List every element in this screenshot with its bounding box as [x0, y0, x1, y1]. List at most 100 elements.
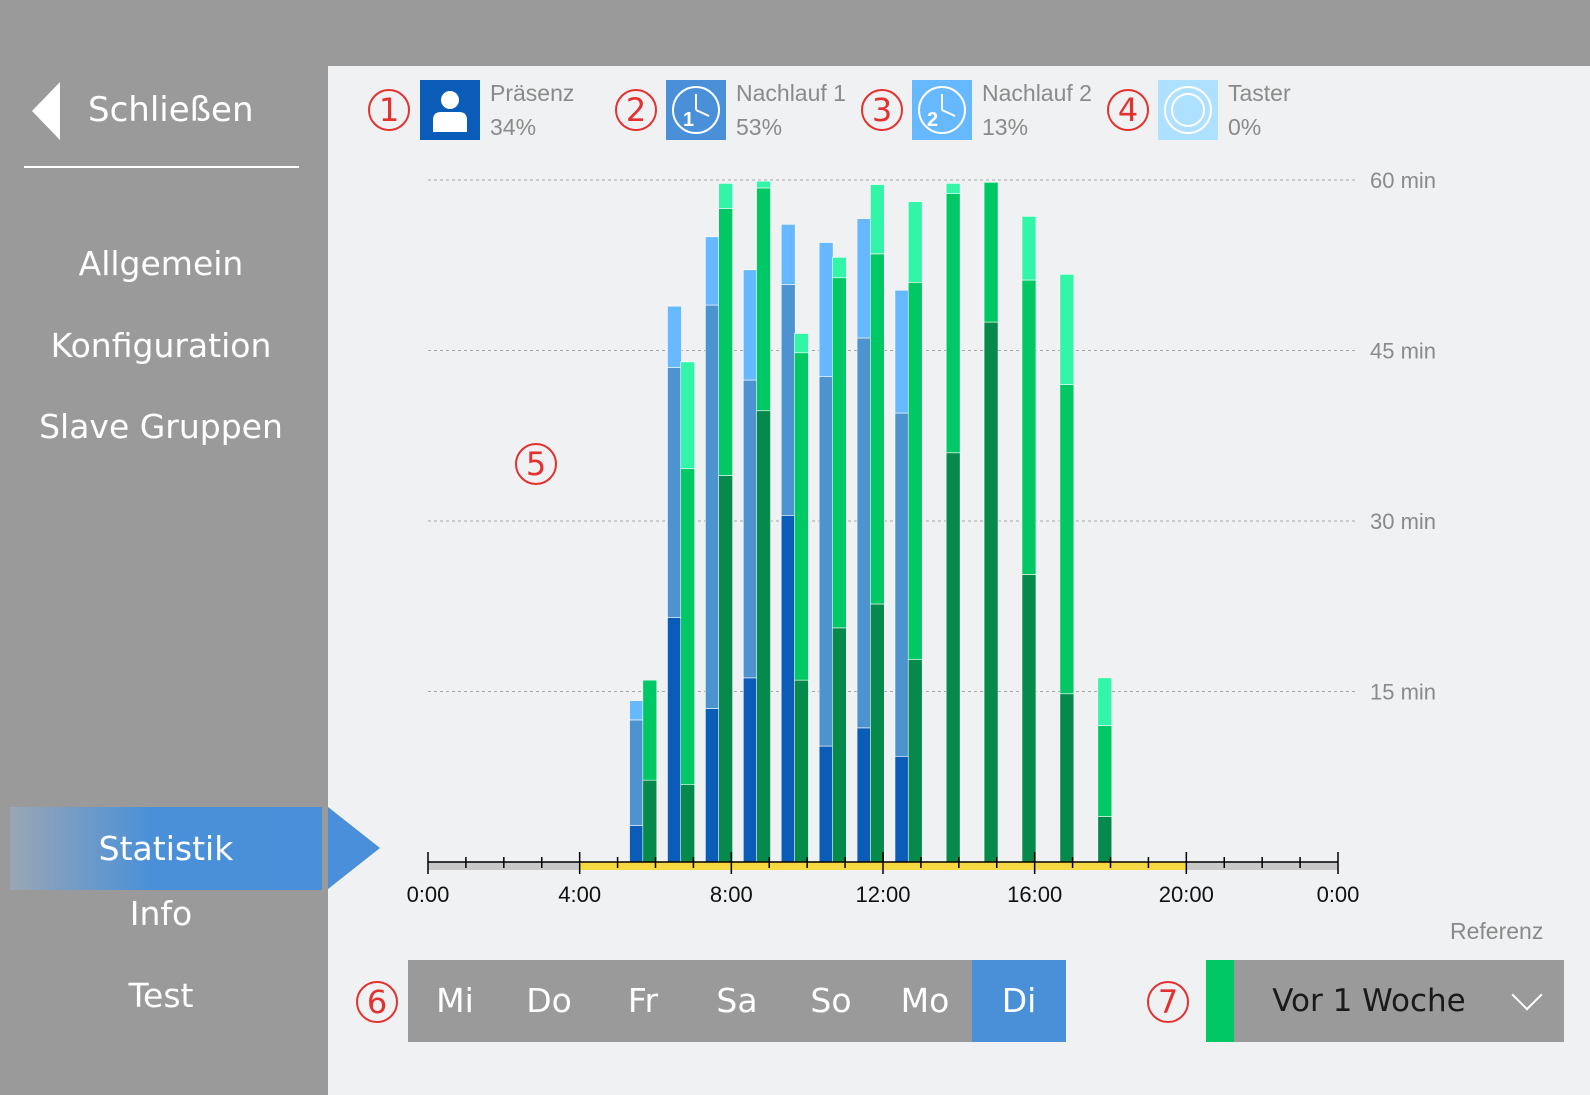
reference-dropdown[interactable]: Vor 1 Woche: [1206, 960, 1564, 1042]
bar-segment: [1021, 216, 1037, 281]
bar-segment: [945, 193, 961, 454]
day-tab-mi[interactable]: Mi: [436, 981, 474, 1020]
reference-value: Vor 1 Woche: [1272, 983, 1466, 1019]
button-icon: [1158, 80, 1218, 140]
sidebar-item-slave-gruppen[interactable]: Slave Gruppen: [39, 407, 283, 446]
bar-segment: [794, 333, 809, 354]
legend-name: Präsenz: [490, 80, 575, 106]
bar-segment: [856, 727, 872, 863]
x-tick-label: 16:00: [1007, 882, 1062, 907]
bar-segment: [1059, 274, 1075, 385]
bar-segment: [742, 269, 758, 381]
x-tick-label: 4:00: [558, 882, 601, 907]
back-arrow-icon: [32, 82, 60, 140]
day-tab-so[interactable]: So: [810, 981, 852, 1020]
close-label: Schließen: [88, 90, 254, 130]
annotation-marker-1: 1: [368, 89, 410, 131]
sidebar-item-statistik-active-bg: [10, 807, 322, 890]
bar-segment: [642, 679, 658, 781]
sidebar-item-allgemein[interactable]: Allgemein: [78, 244, 244, 283]
bar-segment: [756, 180, 771, 189]
day-tab-fr[interactable]: Fr: [627, 981, 659, 1020]
person-icon: [420, 80, 480, 140]
bar-segment: [945, 452, 961, 863]
bar-segment: [983, 321, 999, 863]
legend-percent: 53%: [736, 114, 783, 140]
day-tab-di[interactable]: Di: [972, 960, 1066, 1042]
x-tick-label: 8:00: [710, 882, 753, 907]
annotation-marker-3: 3: [861, 89, 903, 131]
bar-segment: [832, 277, 847, 629]
bar-segment: [1059, 384, 1075, 695]
annotation-marker-4: 4: [1107, 89, 1149, 131]
bar-segment: [1059, 693, 1075, 863]
bar-segment: [1021, 279, 1037, 575]
bar-segment: [667, 305, 682, 368]
bar-segment: [870, 603, 885, 863]
close-button[interactable]: Schließen: [24, 74, 299, 168]
bar-segment: [907, 282, 923, 660]
svg-text:1: 1: [683, 109, 694, 131]
bar-segment: [856, 337, 872, 729]
usage-chart: 15 min 30 min 45 min 60 min 0:00 4:00 8:00 12:0…: [407, 168, 1436, 907]
bar-segment: [705, 708, 720, 863]
bar-segment: [856, 218, 872, 339]
x-tick-label: 0:00: [1317, 882, 1360, 907]
bar-segment: [642, 779, 658, 863]
sidebar-item-test[interactable]: Test: [128, 976, 194, 1015]
legend-percent: 13%: [982, 114, 1029, 140]
bar-segment: [718, 208, 733, 476]
annotation-marker-7: 7: [1147, 981, 1189, 1023]
bar-segment: [680, 784, 696, 863]
bar-segment: [1097, 725, 1113, 817]
bar-segment: [832, 627, 847, 863]
legend-percent: 34%: [490, 114, 537, 140]
annotation-marker-6: 6: [356, 981, 398, 1023]
bar-segment: [742, 677, 758, 863]
svg-text:2: 2: [927, 109, 938, 131]
annotation-marker-5: 5: [515, 443, 557, 485]
bar-segment: [894, 755, 910, 863]
bar-segment: [780, 224, 796, 285]
bar-segment: [945, 183, 961, 194]
active-indicator-arrow: [328, 807, 380, 889]
bar-segment: [1021, 574, 1037, 863]
bar-segment: [1097, 677, 1113, 726]
bar-segment: [894, 289, 910, 414]
y-tick-label: 30 min: [1370, 509, 1436, 534]
bar-segment: [629, 825, 644, 863]
bar-segment: [629, 719, 644, 826]
bar-segment: [667, 367, 682, 618]
sidebar-item-konfiguration[interactable]: Konfiguration: [50, 326, 272, 365]
bar-segment: [832, 256, 847, 279]
y-tick-label: 60 min: [1370, 168, 1436, 193]
bar-segment: [667, 617, 682, 863]
day-tab-mo[interactable]: Mo: [900, 981, 950, 1020]
annotation-marker-2: 2: [615, 89, 657, 131]
bar-segment: [780, 515, 796, 863]
bar-segment: [794, 352, 809, 681]
bar-segment: [870, 253, 885, 605]
day-tab-do[interactable]: Do: [526, 981, 572, 1020]
bar-segment: [907, 201, 923, 283]
bar-segment: [818, 745, 834, 863]
legend-name: Taster: [1228, 80, 1291, 106]
reference-color-swatch: [1206, 960, 1234, 1042]
bar-segment: [705, 304, 720, 709]
legend-percent: 0%: [1228, 114, 1262, 140]
bar-segment: [680, 468, 696, 786]
bar-segment: [1097, 816, 1113, 863]
bar-segment: [818, 376, 834, 747]
y-tick-label: 45 min: [1370, 339, 1436, 364]
day-selector: Mi Do Fr Sa So Mo Di: [408, 960, 1066, 1042]
bar-segment: [907, 659, 923, 863]
sidebar-item-info[interactable]: Info: [129, 894, 193, 933]
day-tab-sa[interactable]: Sa: [716, 981, 758, 1020]
bar-segment: [794, 679, 809, 863]
bar-segment: [742, 379, 758, 679]
x-tick-label: 0:00: [407, 882, 450, 907]
sidebar-item-statistik[interactable]: Statistik: [98, 829, 234, 868]
chevron-down-icon: [1511, 979, 1543, 1011]
legend-name: Nachlauf 1: [736, 80, 846, 106]
reference-label: Referenz: [1450, 918, 1544, 944]
